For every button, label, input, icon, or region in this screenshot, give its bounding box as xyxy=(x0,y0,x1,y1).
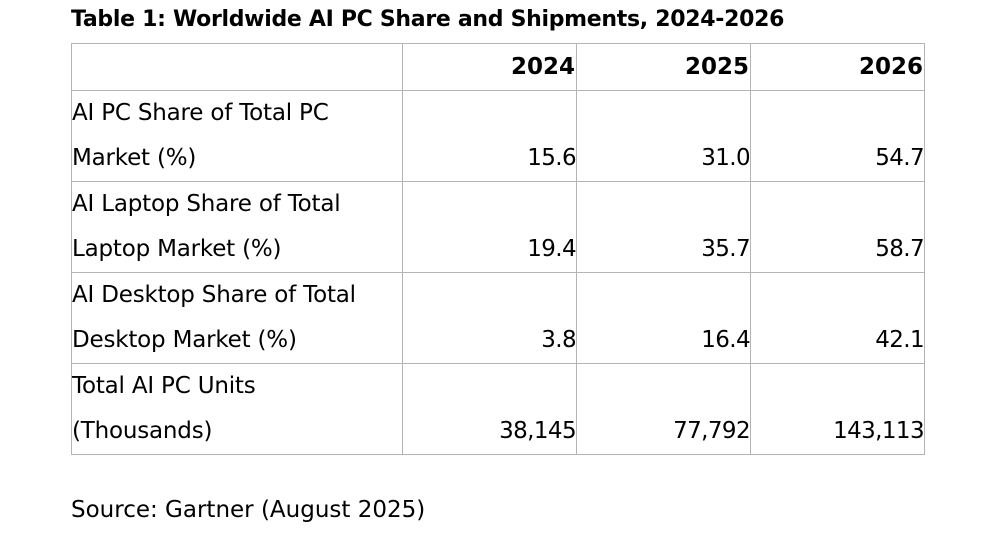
source-note: Source: Gartner (August 2025) xyxy=(71,497,426,523)
row-label: AI Laptop Share of Total Laptop Market (… xyxy=(71,181,403,273)
table-row: AI Desktop Share of Total Desktop Market… xyxy=(71,272,925,364)
cell-value: 3.8 xyxy=(402,272,577,364)
column-header-2026: 2026 xyxy=(750,43,925,91)
cell-value: 58.7 xyxy=(750,181,925,273)
table-header-row: 2024 2025 2026 xyxy=(71,43,925,91)
column-header-2025: 2025 xyxy=(576,43,751,91)
cell-value: 15.6 xyxy=(402,90,577,182)
row-label: AI PC Share of Total PC Market (%) xyxy=(71,90,403,182)
cell-value: 19.4 xyxy=(402,181,577,273)
table-title: Table 1: Worldwide AI PC Share and Shipm… xyxy=(71,7,785,32)
cell-value: 31.0 xyxy=(576,90,751,182)
column-header-2024: 2024 xyxy=(402,43,577,91)
row-label: AI Desktop Share of Total Desktop Market… xyxy=(71,272,403,364)
cell-value: 35.7 xyxy=(576,181,751,273)
table-row: Total AI PC Units (Thousands) 38,145 77,… xyxy=(71,363,925,455)
table-row: AI PC Share of Total PC Market (%) 15.6 … xyxy=(71,90,925,182)
cell-value: 42.1 xyxy=(750,272,925,364)
row-label: Total AI PC Units (Thousands) xyxy=(71,363,403,455)
cell-value: 54.7 xyxy=(750,90,925,182)
column-header-empty xyxy=(71,43,403,91)
table-row: AI Laptop Share of Total Laptop Market (… xyxy=(71,181,925,273)
data-table: 2024 2025 2026 AI PC Share of Total PC M… xyxy=(71,43,925,455)
cell-value: 38,145 xyxy=(402,363,577,455)
cell-value: 77,792 xyxy=(576,363,751,455)
cell-value: 143,113 xyxy=(750,363,925,455)
cell-value: 16.4 xyxy=(576,272,751,364)
